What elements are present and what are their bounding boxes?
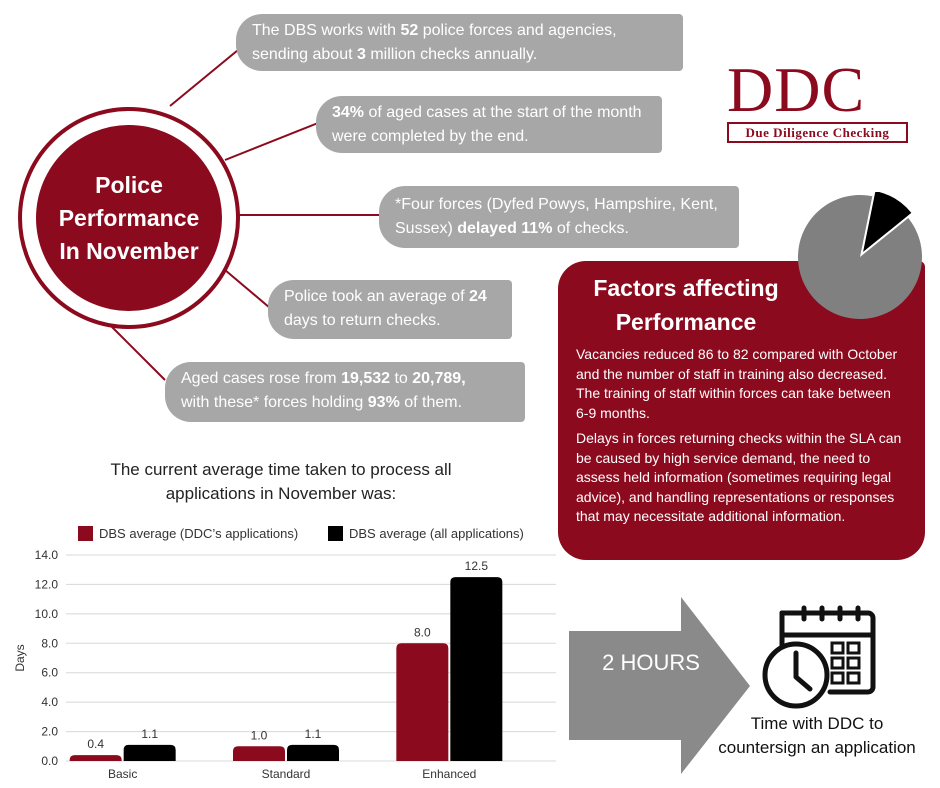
- pie-chart: [798, 192, 922, 319]
- fact-pill-5: Aged cases rose from 19,532 to 20,789, w…: [165, 362, 525, 422]
- bar-enhanced-ddc: [396, 643, 449, 761]
- data-label: 0.4: [87, 737, 104, 751]
- chart-data-labels: 0.4 1.1 1.0 1.1 8.0 12.5: [87, 559, 488, 751]
- ddc-logo: DDC Due Diligence Checking: [727, 54, 908, 143]
- x-axis-ticks: Basic Standard Enhanced: [108, 767, 476, 781]
- y-axis-ticks: 0.0 2.0 4.0 6.0 8.0 10.0 12.0 14.0: [35, 548, 59, 768]
- title-circle: Police Performance In November: [18, 107, 240, 329]
- arrow-shape: [569, 597, 750, 774]
- bar-chart: 0.0 2.0 4.0 6.0 8.0 10.0 12.0 14.0 0.4 1.1 1.0 1.1…: [13, 548, 556, 781]
- pie-slice-main: [798, 194, 922, 319]
- logo-wordmark: DDC: [727, 54, 866, 125]
- y-tick-label: 2.0: [41, 725, 58, 739]
- connector-2: [224, 122, 319, 161]
- connector-4: [224, 269, 271, 309]
- x-tick-label: Enhanced: [422, 767, 476, 781]
- fact-pill-2: 34% of aged cases at the start of the mo…: [316, 96, 662, 153]
- calendar-clock-icon: [762, 605, 876, 709]
- pie-slice-highlight: [863, 192, 912, 252]
- y-tick-label: 0.0: [41, 754, 58, 768]
- x-tick-label: Standard: [262, 767, 311, 781]
- logo-tagline: Due Diligence Checking: [727, 122, 908, 143]
- bar-basic-all: [123, 744, 176, 761]
- fact-pill-3: *Four forces (Dyfed Powys, Hampshire, Ke…: [379, 186, 739, 248]
- connector-5: [111, 326, 166, 381]
- y-tick-label: 4.0: [41, 695, 58, 709]
- factors-panel: Factors affecting Performance Vacancies …: [558, 261, 925, 560]
- legend-ddc: DBS average (DDC’s applications): [78, 526, 298, 542]
- legend-swatch-all: [328, 526, 343, 541]
- factors-heading: Factors affecting Performance: [593, 275, 779, 335]
- arrow-label: 2 HOURS: [602, 650, 700, 675]
- bar-enhanced-all: [450, 577, 503, 761]
- y-tick-label: 12.0: [35, 577, 59, 591]
- chart-title: The current average time taken to proces…: [110, 460, 452, 503]
- connector-1: [169, 49, 239, 107]
- y-tick-label: 14.0: [35, 548, 59, 562]
- legend-all: DBS average (all applications): [328, 526, 524, 542]
- fact-pill-4: Police took an average of 24 days to ret…: [268, 280, 512, 339]
- y-tick-label: 8.0: [41, 636, 58, 650]
- data-label: 1.0: [251, 728, 268, 742]
- legend-swatch-ddc: [78, 526, 93, 541]
- title-line-3: In November: [59, 237, 199, 264]
- factors-paragraph-1: Vacancies reduced 86 to 82 compared with…: [576, 346, 898, 421]
- chart-bars: [69, 577, 503, 761]
- data-label: 1.1: [305, 727, 322, 741]
- bar-standard-ddc: [233, 746, 285, 761]
- y-tick-label: 10.0: [35, 607, 59, 621]
- data-label: 12.5: [465, 559, 489, 573]
- x-tick-label: Basic: [108, 767, 137, 781]
- bar-basic-ddc: [69, 755, 122, 761]
- page-title: Police Performance In November: [36, 125, 222, 311]
- ddc-caption: Time with DDC to countersign an applicat…: [718, 714, 916, 757]
- factors-paragraph-2: Delays in forces returning checks within…: [576, 430, 902, 524]
- title-line-1: Police: [95, 171, 163, 198]
- y-tick-label: 6.0: [41, 666, 58, 680]
- y-axis-label: Days: [13, 644, 27, 671]
- bar-standard-all: [287, 744, 339, 761]
- data-label: 1.1: [141, 727, 158, 741]
- title-line-2: Performance: [58, 204, 200, 231]
- fact-pill-1: The DBS works with 52 police forces and …: [236, 14, 683, 71]
- data-label: 8.0: [414, 625, 431, 639]
